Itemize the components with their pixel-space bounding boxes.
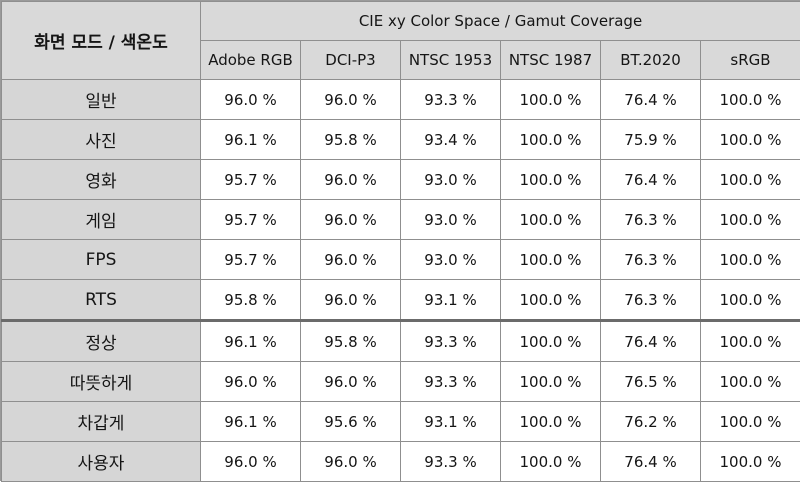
table-cell: 100.0 %	[701, 442, 800, 482]
table-cell: 96.0 %	[201, 362, 301, 402]
table-cell: 93.3 %	[401, 80, 501, 120]
table-cell: 93.0 %	[401, 160, 501, 200]
table-cell: 100.0 %	[701, 240, 800, 280]
table-cell: 93.4 %	[401, 120, 501, 160]
table-cell: 96.1 %	[201, 120, 301, 160]
row-label: 정상	[2, 321, 201, 362]
row-label: 게임	[2, 200, 201, 240]
table-cell: 96.0 %	[301, 362, 401, 402]
row-label: 차갑게	[2, 402, 201, 442]
table-cell: 100.0 %	[701, 80, 800, 120]
column-header-dci-p3: DCI-P3	[301, 41, 401, 80]
table-row: 차갑게 96.1 % 95.6 % 93.1 % 100.0 % 76.2 % …	[2, 402, 800, 442]
table-cell: 100.0 %	[701, 362, 800, 402]
table-cell: 96.0 %	[201, 442, 301, 482]
table-cell: 96.0 %	[301, 240, 401, 280]
table-cell: 100.0 %	[701, 160, 800, 200]
table-cell: 96.0 %	[201, 80, 301, 120]
table-row: RTS 95.8 % 96.0 % 93.1 % 100.0 % 76.3 % …	[2, 280, 800, 321]
table-cell: 93.1 %	[401, 402, 501, 442]
table-cell: 93.0 %	[401, 240, 501, 280]
column-header-bt2020: BT.2020	[601, 41, 701, 80]
table-cell: 100.0 %	[501, 362, 601, 402]
column-header-srgb: sRGB	[701, 41, 800, 80]
row-label: 일반	[2, 80, 201, 120]
row-label: FPS	[2, 240, 201, 280]
row-label: 사용자	[2, 442, 201, 482]
table-cell: 96.0 %	[301, 200, 401, 240]
table-cell: 76.5 %	[601, 362, 701, 402]
table-cell: 93.3 %	[401, 362, 501, 402]
table-cell: 96.1 %	[201, 402, 301, 442]
table-cell: 100.0 %	[701, 120, 800, 160]
table-cell: 100.0 %	[701, 280, 800, 321]
table-cell: 100.0 %	[501, 120, 601, 160]
table-cell: 100.0 %	[701, 402, 800, 442]
table-row: 일반 96.0 % 96.0 % 93.3 % 100.0 % 76.4 % 1…	[2, 80, 800, 120]
table-row: 정상 96.1 % 95.8 % 93.3 % 100.0 % 76.4 % 1…	[2, 321, 800, 362]
table-cell: 76.2 %	[601, 402, 701, 442]
table-cell: 76.4 %	[601, 80, 701, 120]
table-cell: 95.7 %	[201, 240, 301, 280]
table-cell: 95.8 %	[301, 120, 401, 160]
table-row: 영화 95.7 % 96.0 % 93.0 % 100.0 % 76.4 % 1…	[2, 160, 800, 200]
table-cell: 95.7 %	[201, 200, 301, 240]
column-header-ntsc-1987: NTSC 1987	[501, 41, 601, 80]
table-cell: 95.8 %	[301, 321, 401, 362]
table-cell: 76.4 %	[601, 442, 701, 482]
row-label: 사진	[2, 120, 201, 160]
table-cell: 100.0 %	[501, 442, 601, 482]
row-label: RTS	[2, 280, 201, 321]
row-label: 영화	[2, 160, 201, 200]
column-header-adobe-rgb: Adobe RGB	[201, 41, 301, 80]
table-cell: 96.0 %	[301, 442, 401, 482]
table-cell: 100.0 %	[701, 321, 800, 362]
table-cell: 93.3 %	[401, 442, 501, 482]
table-row: 사진 96.1 % 95.8 % 93.4 % 100.0 % 75.9 % 1…	[2, 120, 800, 160]
table-cell: 100.0 %	[501, 402, 601, 442]
table-cell: 100.0 %	[701, 200, 800, 240]
row-label: 따뜻하게	[2, 362, 201, 402]
table-row: 따뜻하게 96.0 % 96.0 % 93.3 % 100.0 % 76.5 %…	[2, 362, 800, 402]
table-cell: 76.3 %	[601, 200, 701, 240]
table-cell: 100.0 %	[501, 280, 601, 321]
column-header-ntsc-1953: NTSC 1953	[401, 41, 501, 80]
table-row: 사용자 96.0 % 96.0 % 93.3 % 100.0 % 76.4 % …	[2, 442, 800, 482]
gamut-group-header: CIE xy Color Space / Gamut Coverage	[201, 2, 800, 41]
table-cell: 76.4 %	[601, 160, 701, 200]
table-cell: 93.0 %	[401, 200, 501, 240]
table-row: FPS 95.7 % 96.0 % 93.0 % 100.0 % 76.3 % …	[2, 240, 800, 280]
table-cell: 96.1 %	[201, 321, 301, 362]
table-cell: 76.4 %	[601, 321, 701, 362]
table-cell: 95.8 %	[201, 280, 301, 321]
table-cell: 76.3 %	[601, 280, 701, 321]
table-row: 게임 95.7 % 96.0 % 93.0 % 100.0 % 76.3 % 1…	[2, 200, 800, 240]
table-cell: 100.0 %	[501, 240, 601, 280]
table-cell: 100.0 %	[501, 321, 601, 362]
table-cell: 95.7 %	[201, 160, 301, 200]
table-cell: 76.3 %	[601, 240, 701, 280]
mode-column-header: 화면 모드 / 색온도	[2, 2, 201, 80]
table-cell: 75.9 %	[601, 120, 701, 160]
table-cell: 93.1 %	[401, 280, 501, 321]
table-cell: 96.0 %	[301, 160, 401, 200]
table-cell: 100.0 %	[501, 160, 601, 200]
table-cell: 100.0 %	[501, 80, 601, 120]
table-cell: 93.3 %	[401, 321, 501, 362]
table-cell: 100.0 %	[501, 200, 601, 240]
table-cell: 96.0 %	[301, 80, 401, 120]
table-cell: 96.0 %	[301, 280, 401, 321]
table-cell: 95.6 %	[301, 402, 401, 442]
